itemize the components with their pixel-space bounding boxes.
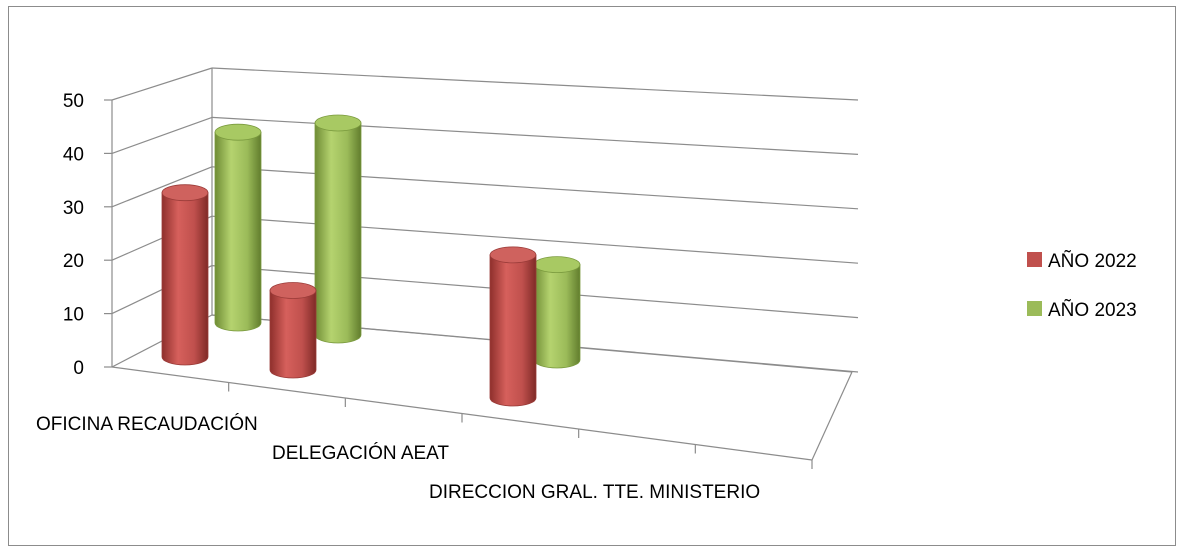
cylinder-top [214,123,262,141]
y-tick-label: 50 [63,91,84,112]
bar-ano-2023-direccion-gral-tte-ministerio [533,256,581,369]
cylinder-body [214,131,262,332]
bar-ano-2022-direccion-gral-tte-ministerio [489,246,537,407]
y-tick-label: 40 [63,144,84,165]
cylinder-top [533,256,581,274]
y-tick-label: 20 [63,251,84,272]
x-category-label-direccion-gral-tte-ministerio: DIRECCION GRAL. TTE. MINISTERIO [429,482,760,503]
x-category-label-delegacion-aeat: DELEGACIÓN AEAT [272,442,449,464]
cylinder-top [161,184,209,202]
legend-label-ano-2023: AÑO 2023 [1048,299,1137,321]
back-wall-gridline [211,166,859,210]
bar-ano-2023-oficina-recaudacion [214,123,262,332]
x-category-label-oficina-recaudacion: OFICINA RECAUDACIÓN [36,413,258,435]
back-wall-gridline [211,67,859,101]
side-wall-gridline [111,116,213,154]
bar-ano-2022-delegacion-aeat [269,282,317,379]
cylinder-body [533,264,581,369]
bar-ano-2023-delegacion-aeat [314,114,362,344]
cylinder-top [314,114,362,132]
cylinder-body [161,192,209,366]
y-tick-label: 10 [63,305,84,326]
legend-swatch-ano-2022 [1027,252,1042,267]
y-tick-label: 0 [73,358,84,379]
cylinder-body [269,290,317,379]
side-wall-gridline [111,67,213,101]
back-wall-gridline [211,116,859,155]
legend-swatch-ano-2023 [1027,301,1042,316]
cylinder-body [489,254,537,407]
cylinder-top [489,246,537,264]
y-tick-label: 30 [63,198,84,219]
floor-right-edge [811,371,853,461]
cylinder-body [314,122,362,344]
cylinder-top [269,282,317,299]
legend-label-ano-2022: AÑO 2022 [1048,250,1137,272]
bar-ano-2022-oficina-recaudacion [161,184,209,366]
side-wall-gridline [111,166,213,208]
